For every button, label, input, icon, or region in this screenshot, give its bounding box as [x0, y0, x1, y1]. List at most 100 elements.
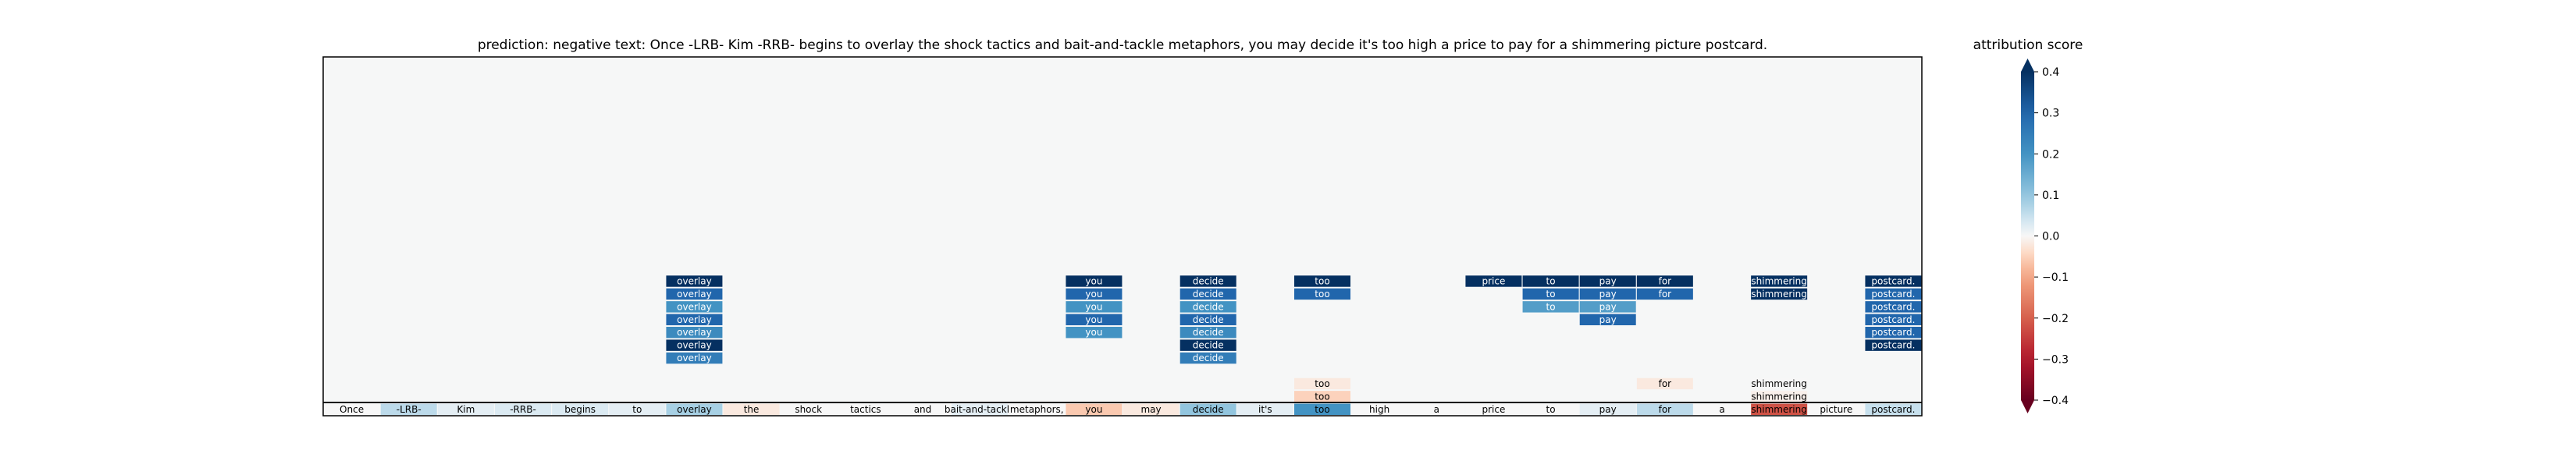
- token-cell: [780, 403, 837, 415]
- attribution-cell: [1636, 378, 1693, 390]
- token-cell: [1465, 403, 1522, 415]
- token-cell: [895, 403, 951, 415]
- attribution-cell: [1865, 339, 1922, 351]
- attribution-cell: [1179, 327, 1236, 339]
- colorbar-tick-label: 0.1: [2042, 190, 2059, 202]
- attribution-cell-label: overlay: [677, 301, 712, 312]
- attribution-cell-label: pay: [1599, 276, 1617, 287]
- attribution-cell-label: to: [1546, 289, 1556, 300]
- plot-frame: [322, 56, 1923, 417]
- attribution-cell-label: decide: [1193, 353, 1224, 363]
- colorbar-label: attribution score: [1973, 37, 2083, 53]
- attribution-cell-label: you: [1085, 314, 1102, 325]
- attribution-cell-label: postcard.: [1871, 276, 1915, 287]
- attribution-cell: [666, 314, 723, 325]
- token-cell: [1294, 403, 1350, 415]
- attribution-cell: [1066, 288, 1123, 300]
- attribution-cell-label: for: [1659, 378, 1672, 389]
- token-label: to: [632, 404, 642, 415]
- attribution-cell: [1294, 378, 1350, 390]
- token-cell: [495, 403, 551, 415]
- attribution-cell: [1751, 391, 1808, 402]
- attribution-cell-label: overlay: [677, 353, 712, 363]
- colorbar-max-extension: [2021, 58, 2034, 72]
- attribution-cell: [1636, 275, 1693, 287]
- token-label: postcard.: [1871, 404, 1915, 415]
- attribution-cell-label: too: [1315, 289, 1329, 300]
- attribution-cell: [666, 275, 723, 287]
- token-cell: [1408, 403, 1465, 415]
- attribution-cell: [1294, 391, 1350, 402]
- attribution-cell: [1579, 301, 1636, 313]
- token-cell: [1351, 403, 1408, 415]
- attribution-cell-label: postcard.: [1871, 314, 1915, 325]
- attribution-cell: [1751, 288, 1808, 300]
- token-label: metaphors,: [1010, 404, 1064, 415]
- attribution-cell-label: decide: [1193, 314, 1224, 325]
- attribution-cell-label: you: [1085, 327, 1102, 338]
- token-label: a: [1719, 404, 1724, 415]
- attribution-cell-label: postcard.: [1871, 327, 1915, 338]
- attribution-cell: [1294, 275, 1350, 287]
- colorbar-tick-label: 0.3: [2042, 108, 2059, 120]
- colorbar-gradient: [2021, 72, 2034, 400]
- attribution-cell-label: overlay: [677, 289, 712, 300]
- attribution-cell: [1751, 275, 1808, 287]
- attribution-cell-label: for: [1659, 276, 1672, 287]
- attribution-cell: [1522, 275, 1579, 287]
- colorbar-min-extension: [2021, 400, 2034, 413]
- colorbar-tick-label: 0.2: [2042, 148, 2059, 161]
- token-label: decide: [1193, 404, 1224, 415]
- attribution-cell: [1636, 288, 1693, 300]
- attribution-cell: [666, 339, 723, 351]
- token-cell: [1579, 403, 1636, 415]
- token-cell: [1236, 403, 1293, 415]
- attribution-cell-label: for: [1659, 289, 1672, 300]
- attribution-cell-label: price: [1482, 276, 1505, 287]
- token-label: it's: [1258, 404, 1272, 415]
- attribution-cell-label: you: [1085, 276, 1102, 287]
- token-label: may: [1140, 404, 1161, 415]
- token-cell: [437, 403, 494, 415]
- colorbar-tick-label: −0.1: [2042, 271, 2069, 284]
- attribution-cell: [1865, 301, 1922, 313]
- attribution-cell: [1179, 352, 1236, 364]
- token-cell: [666, 403, 723, 415]
- attribution-cell: [1751, 378, 1808, 390]
- token-label: the: [744, 404, 760, 415]
- attribution-cell-label: too: [1315, 276, 1329, 287]
- colorbar-tick-label: 0.4: [2042, 66, 2059, 79]
- attribution-cell-label: to: [1546, 301, 1556, 312]
- token-label: bait-and-tackle: [945, 404, 1016, 415]
- token-cell: [323, 403, 380, 415]
- token-label: too: [1315, 404, 1329, 415]
- attribution-cell: [1179, 314, 1236, 325]
- token-cell: [380, 403, 437, 415]
- token-label: price: [1482, 404, 1505, 415]
- token-label: pay: [1599, 404, 1617, 415]
- attribution-cell-label: overlay: [677, 276, 712, 287]
- token-label: for: [1659, 404, 1672, 415]
- token-label: high: [1369, 404, 1389, 415]
- attribution-cell: [1066, 314, 1123, 325]
- colorbar-tick-label: −0.4: [2042, 395, 2069, 407]
- attribution-cell-label: you: [1085, 289, 1102, 300]
- attribution-cell-label: overlay: [677, 340, 712, 351]
- attribution-cell: [1179, 301, 1236, 313]
- attribution-cell: [1865, 275, 1922, 287]
- attribution-cell-label: decide: [1193, 301, 1224, 312]
- attribution-cell-label: decide: [1193, 276, 1224, 287]
- attribution-cell: [1179, 288, 1236, 300]
- token-label: -RRB-: [510, 404, 536, 415]
- token-label: Once: [340, 404, 364, 415]
- attribution-cell-label: too: [1315, 378, 1329, 389]
- token-label: overlay: [677, 404, 712, 415]
- chart-title: prediction: negative text: Once -LRB- Ki…: [478, 37, 1767, 53]
- colorbar-tick-label: −0.3: [2042, 353, 2069, 366]
- attribution-cell-label: decide: [1193, 340, 1224, 351]
- token-cell: [952, 403, 1009, 415]
- attribution-cell: [1579, 288, 1636, 300]
- attribution-cell: [1579, 275, 1636, 287]
- token-cell: [837, 403, 894, 415]
- attribution-cell-label: to: [1546, 276, 1556, 287]
